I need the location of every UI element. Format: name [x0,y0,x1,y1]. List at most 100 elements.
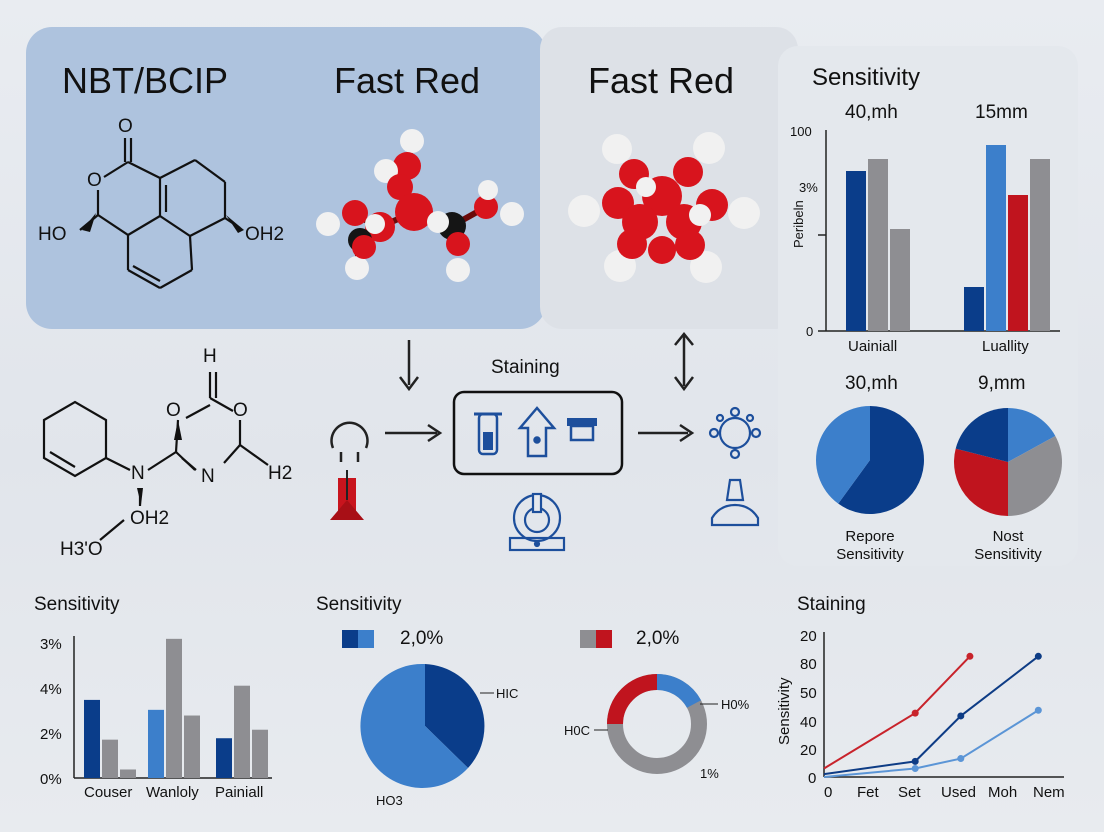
bl-bar-1-0 [148,709,164,778]
lower-mol-oh2: OH2 [130,508,170,529]
tr-pie-0-slice-0 [838,406,925,514]
bl-cat-2: Wanloly [146,784,199,801]
bl-cat-3: Painiall [215,784,264,801]
lower-mol-o-right: O [233,400,248,421]
bl-bar-2-0 [216,738,232,778]
bm-pie-slice-light [360,663,468,788]
pie-1-caption-2: Sensitivity [836,546,904,563]
bl-bar-0-0 [84,699,100,778]
lower-molecule-structure [42,372,269,541]
tr-pie-0-slice-1 [816,406,870,504]
line-series-0 [823,655,971,770]
bl-ytick-2: 4% [40,681,62,698]
fast-red-title-2: Fast Red [588,60,735,101]
legend-2-value: 2,0% [636,628,680,649]
donut-label-left: H0C [564,723,591,738]
bm-pie-slice-dark [425,664,485,768]
nbt-bcip-title: NBT/BCIP [62,60,229,101]
bar-chart-2-xlabel: Luallity [982,338,1029,355]
flow-arrows [385,332,695,443]
line-point-0-2 [966,652,974,660]
bl-ytick-4: 0% [40,771,62,788]
lower-mol-h2: H2 [268,463,293,484]
pie-2-label: 9,mm [978,373,1026,394]
donut-red [607,674,658,725]
bl-ytick-3: 2% [40,726,62,743]
tr-bar-0-2 [890,229,910,331]
donut-label-bottom: 1% [700,766,719,781]
fast-red-molecule-2 [568,132,760,283]
tr-ytick-0: 0 [806,324,814,339]
lc-ytick-4: 40 [800,714,817,731]
lc-xtick-4: Used [941,784,977,801]
bar-chart-2-label: 15mm [975,102,1028,123]
lower-mol-o-left: O [166,400,181,421]
tr-pie-1-slice-2 [954,448,1008,516]
lower-mol-h3o: H3'O [60,539,103,560]
bl-bar-0-1 [102,739,118,778]
lc-ytick-3: 50 [800,685,817,702]
lc-xtick-6: Nem [1033,784,1065,801]
line-point-1-2 [957,712,965,720]
tr-bar-0-1 [868,159,888,331]
legend-2-swatch-grey [580,630,596,648]
tr-pie-1-slice-0 [1008,408,1056,462]
lower-mol-n-mid: N [131,463,145,484]
legend-1-value: 2,0% [400,628,444,649]
tr-pie-1-slice-1 [1008,435,1062,516]
bl-bar-1-2 [184,715,200,778]
line-point-2-1 [911,764,919,772]
bottom-mid-title: Sensitivity [316,594,402,615]
tr-ytick-100: 100 [790,124,812,139]
pie-1-label: 30,mh [845,373,898,394]
pie-2-caption-2: Sensitivity [974,546,1042,563]
bl-ytick-1: 3% [40,636,62,653]
fast-red-title-1: Fast Red [334,60,481,101]
staining-title: Staining [491,357,560,378]
lc-xtick-3: Set [898,784,921,801]
reagent-tray-icon [567,418,597,442]
probe-icon [330,421,369,462]
pie-label-right: HIC [496,686,519,701]
nbt-o-top: O [118,116,133,137]
lower-mol-n-right: N [201,466,215,487]
network-cell-icon [708,406,762,460]
sensitivity-title-top: Sensitivity [812,64,921,91]
upload-arrow-icon [517,406,557,458]
tr-bar-1-1 [986,145,1006,331]
line-chart-title: Staining [797,594,866,615]
lc-ytick-2: 80 [800,656,817,673]
bl-bar-2-1 [234,685,250,778]
bl-bar-0-2 [120,769,136,778]
tr-pie-1-slice-3 [955,408,1008,462]
legend-1-swatch-light [358,630,374,648]
pie-2-caption-1: Nost [992,528,1024,545]
nbt-oh2: OH2 [245,224,285,245]
legend-2-swatch-red [596,630,612,648]
lc-ytick-1: 20 [800,628,817,645]
tube-icon [474,412,502,456]
lc-xtick-2: Fet [857,784,879,801]
nbt-ho: HO [38,224,67,245]
red-reagent-tube-icon [330,470,364,520]
lc-ytick-5: 20 [800,742,817,759]
bar-chart-1-xlabel: Uainiall [848,338,898,355]
lab-person-icon [710,478,760,527]
line-point-1-3 [1034,652,1042,660]
bl-bar-1-1 [166,638,182,778]
tr-bar-0-0 [846,171,866,331]
bl-bar-2-2 [252,729,268,778]
legend-1-swatch-dark [342,630,358,648]
donut-blue [656,673,702,709]
tr-bar-1-2 [1008,195,1028,331]
nbt-o-ring: O [87,170,102,191]
lower-mol-h: H [203,346,217,367]
donut-label-right: H0% [721,697,750,712]
tr-bar-1-0 [964,287,984,331]
line-point-2-2 [957,755,965,763]
